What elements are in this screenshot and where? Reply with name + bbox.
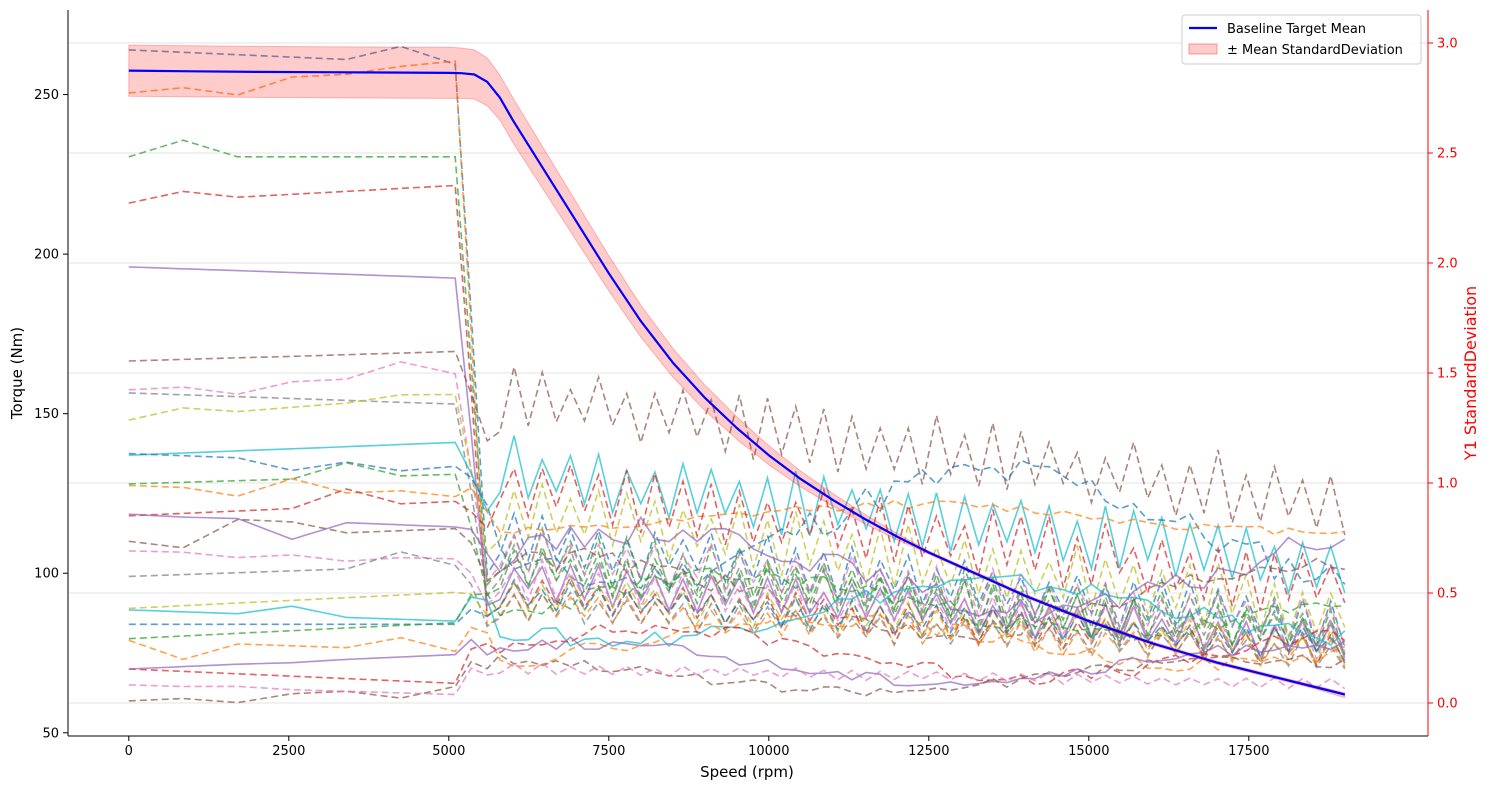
sample-curve-3 xyxy=(128,139,1346,657)
mean-line-layer xyxy=(128,69,1346,696)
legend: Baseline Target Mean ± Mean StandardDevi… xyxy=(1181,14,1422,65)
x-tick-label: 17500 xyxy=(1228,744,1269,759)
y2-tick-label: 0.0 xyxy=(1437,697,1458,712)
sample-curve-9 xyxy=(128,393,1346,640)
sample-curve-18 xyxy=(128,551,1346,670)
legend-mean-label: Baseline Target Mean xyxy=(1227,22,1366,37)
sample-curve-14 xyxy=(128,462,1346,612)
sample-curves-layer xyxy=(128,45,1346,704)
y2-tick-label: 0.5 xyxy=(1437,587,1458,602)
sample-curve-12 xyxy=(128,477,1345,536)
std-band xyxy=(128,44,1346,699)
sample-curve-20 xyxy=(128,574,1346,648)
sample-curve-22 xyxy=(128,614,1346,672)
x-tick-label: 10000 xyxy=(748,744,789,759)
x-tick-label: 7500 xyxy=(592,744,625,759)
sample-curve-5 xyxy=(128,266,1346,659)
y-tick-label: 100 xyxy=(34,567,59,582)
legend-box xyxy=(1181,14,1422,65)
std-band-layer xyxy=(128,44,1346,699)
y-axis-title: Torque (Nm) xyxy=(8,327,26,420)
y-tick-label: 200 xyxy=(34,248,59,263)
sample-curve-11 xyxy=(128,452,1346,591)
sample-curve-26 xyxy=(128,653,1346,704)
sample-curve-16 xyxy=(128,518,1345,642)
legend-band-label: ± Mean StandardDeviation xyxy=(1227,43,1403,58)
x-tick-label: 2500 xyxy=(272,744,305,759)
x-tick-label: 15000 xyxy=(1068,744,1109,759)
y-tick-label: 250 xyxy=(34,88,59,103)
y2-tick-label: 2.5 xyxy=(1437,147,1458,162)
sample-curve-7 xyxy=(128,361,1346,647)
y2-tick-label: 2.0 xyxy=(1437,257,1458,272)
sample-curve-27 xyxy=(128,662,1346,696)
sample-curve-21 xyxy=(128,578,1346,662)
sample-curve-6 xyxy=(128,350,1346,536)
x-tick-label: 12500 xyxy=(908,744,949,759)
y-tick-label: 50 xyxy=(42,726,59,741)
y2-axis-title: Y1 StandardDeviation xyxy=(1461,286,1480,461)
y2-tick-label: 3.0 xyxy=(1437,37,1458,52)
y2-tick-label: 1.5 xyxy=(1437,367,1458,382)
sample-curve-10 xyxy=(128,435,1346,597)
x-tick-label: 5000 xyxy=(432,744,465,759)
legend-band-swatch xyxy=(1188,43,1218,55)
x-axis-title: Speed (rpm) xyxy=(700,763,794,781)
sample-curve-17 xyxy=(128,550,1346,662)
x-tick-label: 0 xyxy=(125,744,133,759)
y-tick-label: 150 xyxy=(34,407,59,422)
baseline-mean-line xyxy=(128,69,1346,696)
y2-tick-label: 1.0 xyxy=(1437,477,1458,492)
ticks-layer: 0 2500 5000 7500 10000 12500 15000 17500 50 100 15… xyxy=(34,37,1458,760)
